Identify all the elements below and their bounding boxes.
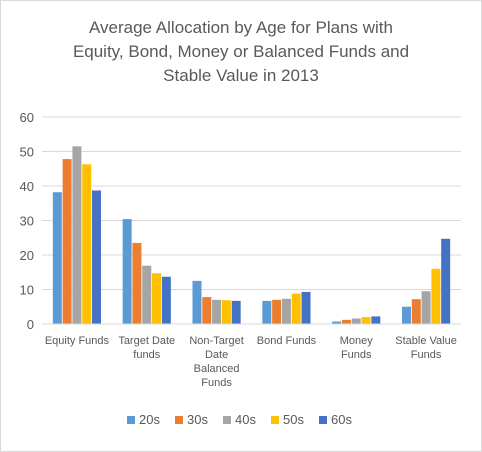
bar-40s [421,291,431,324]
y-tick-label: 10 [20,283,34,298]
chart-title-line: Stable Value in 2013 [163,66,319,85]
y-tick-label: 30 [20,214,34,229]
bar-50s [152,273,162,324]
bar-20s [52,192,62,324]
bar-50s [291,293,301,324]
y-tick-label: 20 [20,248,34,263]
legend-label: 50s [283,412,304,427]
bar-50s [221,300,231,324]
chart-title-line: Equity, Bond, Money or Balanced Funds an… [73,42,409,61]
bar-60s [371,316,381,324]
bar-40s [351,318,361,324]
bar-60s [161,276,171,324]
y-axis-labels: 0 10 20 30 40 50 60 [20,110,34,332]
bar-40s [281,298,291,324]
bar-60s [441,238,451,324]
legend-label: 60s [331,412,352,427]
bar-50s [431,268,441,324]
bar-20s [192,280,202,325]
bars [52,146,451,325]
bar-30s [341,319,351,324]
bar-50s [361,317,371,324]
y-tick-label: 50 [20,145,34,160]
bar-30s [411,299,421,324]
bar-20s [122,219,132,324]
y-tick-label: 0 [27,317,34,332]
chart-title-line: Average Allocation by Age for Plans with [89,18,393,37]
legend-item-30s: 30s [175,412,208,427]
legend-label: 40s [235,412,256,427]
bar-20s [401,306,411,324]
gridlines [42,116,461,290]
bar-40s [72,146,82,324]
bar-30s [272,299,282,324]
bar-30s [62,159,72,324]
bar-30s [202,297,212,324]
bar-60s [231,300,241,324]
legend-label: 30s [187,412,208,427]
bar-20s [332,321,342,324]
legend-swatch [271,416,279,424]
y-tick-label: 60 [20,110,34,125]
legend-swatch [175,416,183,424]
legend-item-20s: 20s [127,412,160,427]
bar-20s [262,300,272,324]
bar-50s [82,164,92,324]
legend-swatch [127,416,135,424]
bar-40s [212,299,222,324]
x-tick-label: Stable Value Funds [395,335,457,361]
x-tick-label: Non-Target Date Balanced Funds [189,335,243,389]
x-axis-labels: Equity Funds Target Date funds Non-Target Da… [45,335,457,389]
x-tick-label: Equity Funds [45,335,110,347]
y-tick-label: 40 [20,179,34,194]
bar-60s [301,291,311,324]
x-tick-label: Bond Funds [257,335,317,347]
legend: 20s 30s 40s 50s 60s [127,412,352,427]
legend-item-40s: 40s [223,412,256,427]
x-tick-label: Target Date funds [118,335,175,361]
bar-30s [132,242,142,324]
legend-label: 20s [139,412,160,427]
x-tick-label: Money Funds [340,335,374,361]
legend-swatch [319,416,327,424]
bar-40s [142,265,152,324]
legend-item-60s: 60s [319,412,352,427]
chart-title: Average Allocation by Age for Plans with… [73,18,409,85]
legend-swatch [223,416,231,424]
legend-item-50s: 50s [271,412,304,427]
bar-60s [92,190,102,324]
